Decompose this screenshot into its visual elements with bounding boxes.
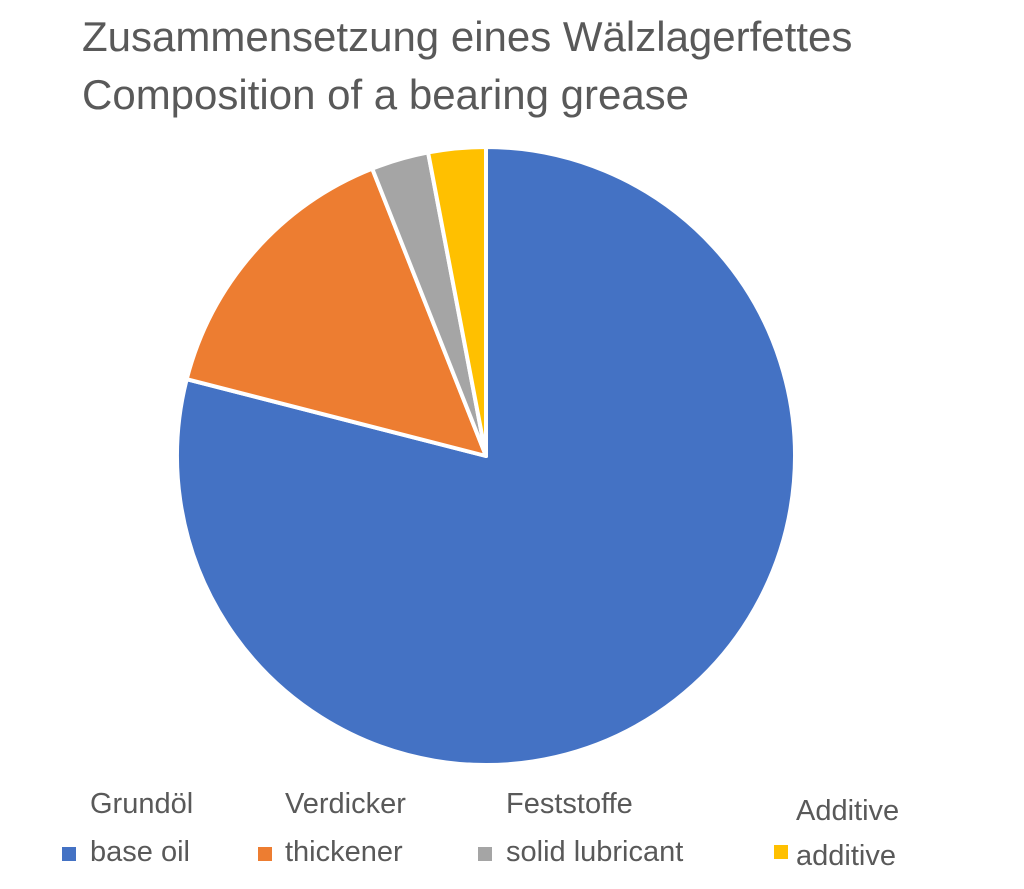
legend-swatch: [258, 847, 272, 861]
legend-label-de: Verdicker: [285, 788, 406, 820]
legend-swatch: [62, 847, 76, 861]
pie-slice-thickener: [184, 166, 488, 458]
legend-label-de: Feststoffe: [506, 788, 633, 820]
legend-label-en: thickener: [285, 836, 403, 868]
pie-slices: [175, 145, 797, 767]
chart-subtitle: Composition of a bearing grease: [82, 71, 690, 118]
legend-swatch: [478, 847, 492, 861]
pie-slice-additive: [426, 145, 488, 458]
chart-title: Zusammensetzung eines Wälzlagerfettes: [82, 13, 853, 60]
legend-label-en: solid lubricant: [506, 836, 684, 868]
legend-swatch: [774, 845, 788, 859]
chart-title-block: Zusammensetzung eines Wälzlagerfettes Co…: [82, 8, 1012, 124]
legend-label-en: base oil: [90, 836, 190, 868]
legend-label-de: Grundöl: [90, 788, 194, 820]
legend-label-en: additive: [796, 840, 896, 872]
legend-label-de: Additive: [796, 795, 900, 827]
